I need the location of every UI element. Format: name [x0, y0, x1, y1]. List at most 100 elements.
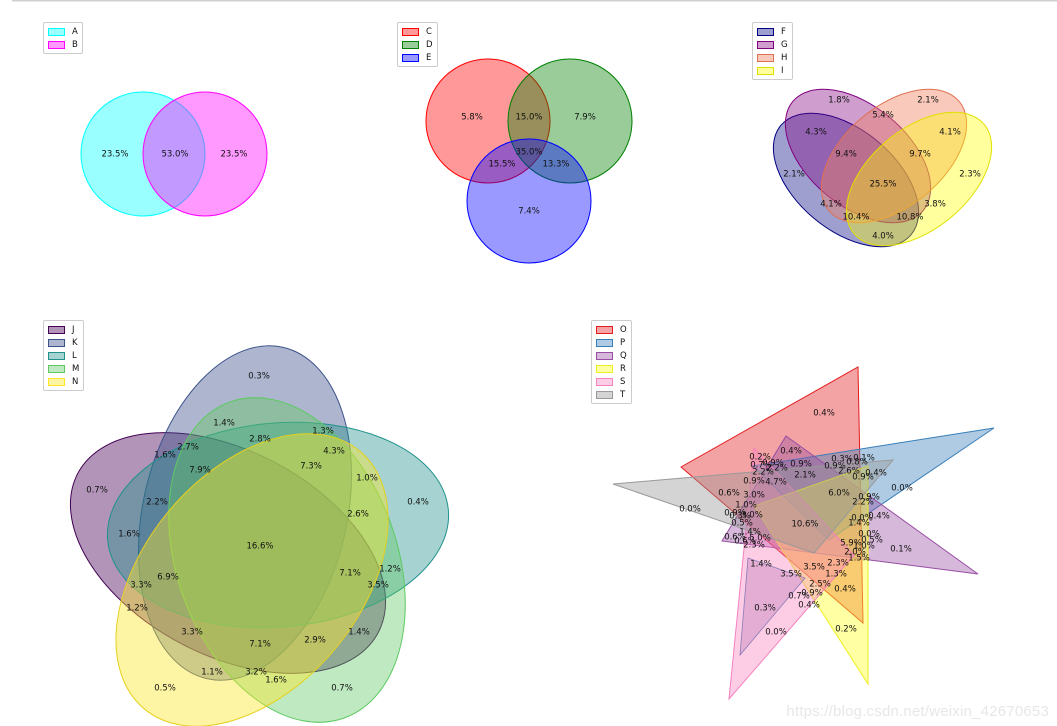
region-label: 2.3%	[743, 541, 765, 551]
region-label: 15.0%	[515, 113, 542, 123]
region-label: 1.0%	[853, 542, 875, 552]
legend-swatch-icon	[596, 351, 613, 360]
set-f-ellipse	[772, 112, 920, 248]
legend-label: J	[72, 324, 75, 335]
region-label: 0.4%	[868, 512, 890, 522]
legend-label: L	[72, 350, 77, 361]
region-label: 2.0%	[844, 548, 866, 558]
legend-venn-5: J K L M N	[43, 320, 85, 391]
legend-item-a: A	[48, 25, 78, 38]
legend-item-h: H	[757, 51, 788, 64]
region-label: 1.4%	[213, 419, 235, 429]
legend-item-r: R	[596, 362, 627, 375]
region-label: 2.1%	[794, 471, 816, 481]
region-label: 0.0%	[679, 505, 701, 515]
frame-top-border	[12, 0, 1057, 1]
region-label: 6.9%	[157, 573, 179, 583]
region-label: 7.1%	[339, 569, 361, 579]
set-l-ellipse	[106, 421, 450, 629]
region-label: 2.2%	[752, 468, 774, 478]
region-label: 2.7%	[177, 443, 199, 453]
legend-swatch-icon	[402, 53, 419, 62]
region-label: 1.6%	[154, 451, 176, 461]
region-label: 0.7%	[331, 684, 353, 694]
region-label: 35.0%	[515, 148, 542, 158]
legend-swatch-icon	[48, 351, 65, 360]
legend-swatch-icon	[402, 40, 419, 49]
region-label: 10.6%	[791, 520, 818, 530]
set-q-lower-lobe	[739, 557, 806, 657]
legend-item-l: L	[48, 349, 79, 362]
region-label: 0.4%	[865, 469, 887, 479]
region-label: 1.5%	[848, 554, 870, 564]
legend-label: P	[620, 337, 626, 348]
venn-2: 23.5% 53.0% 23.5%	[80, 91, 268, 217]
region-label: 1.2%	[379, 565, 401, 575]
legend-item-q: Q	[596, 349, 627, 362]
set-j-ellipse	[69, 432, 387, 674]
region-label: 6.0%	[828, 489, 850, 499]
region-label: 3.0%	[741, 511, 763, 521]
legend-label: S	[620, 376, 626, 387]
region-label: 0.4%	[834, 585, 856, 595]
region-label: 2.9%	[304, 636, 326, 646]
legend-label: R	[620, 363, 626, 374]
legend-label: T	[620, 389, 626, 400]
region-label: 2.2%	[146, 498, 168, 508]
legend-item-m: M	[48, 362, 79, 375]
region-label: 4.3%	[805, 128, 827, 138]
region-label: 10.4%	[842, 213, 869, 223]
region-label: 2.1%	[783, 170, 805, 180]
legend-swatch-icon	[757, 40, 774, 49]
venn-3: 5.8% 15.0% 7.9% 35.0% 15.5% 13.3% 7.4%	[425, 58, 633, 264]
legend-label: N	[72, 376, 79, 387]
region-label: 0.0%	[851, 514, 873, 524]
region-label: 3.8%	[924, 200, 946, 210]
legend-label: E	[426, 52, 432, 63]
legend-swatch-icon	[402, 27, 419, 36]
region-label: 2.3%	[827, 559, 849, 569]
legend-item-c: C	[402, 25, 433, 38]
region-label: 0.9%	[762, 459, 784, 469]
legend-swatch-icon	[48, 27, 65, 36]
region-label: 1.2%	[126, 604, 148, 614]
region-label: 53.0%	[161, 150, 188, 160]
watermark-text: https://blog.csdn.net/weixin_42670653	[786, 703, 1049, 720]
region-label: 0.9%	[824, 462, 846, 472]
region-label: 3.2%	[245, 668, 267, 678]
region-label: 7.4%	[518, 207, 540, 217]
region-label: 0.3%	[248, 372, 270, 382]
legend-label: C	[426, 26, 432, 37]
region-label: 0.5%	[731, 519, 753, 529]
region-label: 1.0%	[735, 501, 757, 511]
region-label: 0.6%	[718, 489, 740, 499]
legend-swatch-icon	[757, 27, 774, 36]
legend-label: Q	[620, 350, 627, 361]
set-h-ellipse	[820, 88, 968, 224]
region-label: 1.4%	[348, 628, 370, 638]
region-label: 0.1%	[853, 454, 875, 464]
region-label: 2.6%	[838, 467, 860, 477]
legend-swatch-icon	[48, 364, 65, 373]
region-label: 0.2%	[835, 625, 857, 635]
region-label: 0.4%	[798, 601, 820, 611]
legend-item-s: S	[596, 375, 627, 388]
region-label: 2.1%	[917, 96, 939, 106]
region-label: 15.5%	[488, 160, 515, 170]
legend-swatch-icon	[757, 66, 774, 75]
region-label: 10.8%	[896, 213, 923, 223]
region-label: 9.7%	[909, 150, 931, 160]
region-label: 2.6%	[347, 510, 369, 520]
region-label: 4.1%	[939, 128, 961, 138]
region-label: 3.3%	[130, 581, 152, 591]
region-label: 0.6%	[734, 537, 756, 547]
region-label: 0.9%	[724, 509, 746, 519]
region-label: 3.0%	[743, 491, 765, 501]
legend-label: F	[781, 26, 786, 37]
region-label: 0.4%	[813, 409, 835, 419]
venn-5: 0.3% 1.4% 1.3% 2.8% 4.3% 1.6% 2.7% 7.3% …	[69, 345, 450, 726]
region-label: 1.8%	[828, 96, 850, 106]
region-label: 13.3%	[542, 160, 569, 170]
legend-venn-2: A B	[43, 22, 83, 54]
region-label: 2.5%	[809, 580, 831, 590]
